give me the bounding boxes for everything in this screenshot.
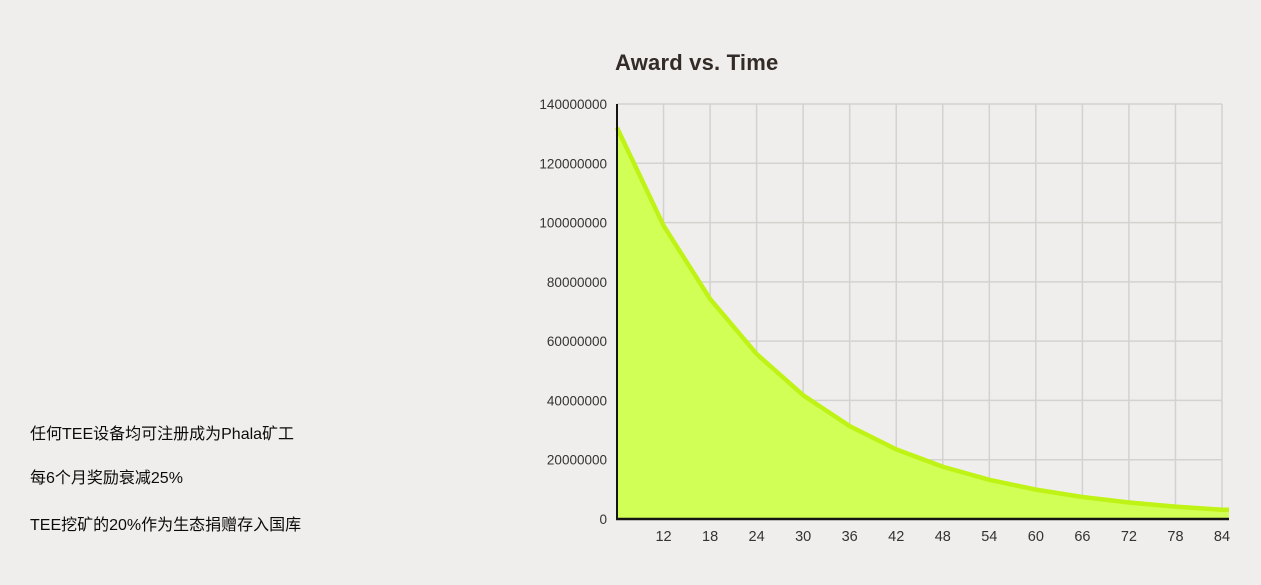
- x-tick-label: 18: [702, 529, 718, 545]
- note-miner-registration: 任何TEE设备均可注册成为Phala矿工: [30, 426, 295, 443]
- x-tick-label: 36: [842, 529, 858, 545]
- note-treasury-donation: TEE挖矿的20%作为生态捐赠存入国库: [30, 517, 302, 534]
- x-tick-label: 84: [1214, 529, 1230, 545]
- x-tick-label: 24: [749, 529, 765, 545]
- x-tick-label: 12: [655, 529, 671, 545]
- y-tick-label: 0: [599, 512, 607, 527]
- award-series-line: [614, 126, 1229, 512]
- x-tick-label: 60: [1028, 529, 1044, 545]
- y-tick-label: 60000000: [547, 334, 607, 349]
- y-tick-label: 40000000: [547, 393, 607, 408]
- y-tick-label: 100000000: [539, 216, 607, 231]
- y-tick-label: 80000000: [547, 275, 607, 290]
- y-tick-label: 120000000: [539, 156, 607, 171]
- y-tick-label: 20000000: [547, 453, 607, 468]
- x-tick-label: 30: [795, 529, 811, 545]
- note-reward-decay: 每6个月奖励衰减25%: [30, 470, 183, 487]
- chart-title: Award vs. Time: [615, 50, 779, 75]
- x-tick-label: 42: [888, 529, 904, 545]
- x-tick-label: 48: [935, 529, 951, 545]
- x-tick-label: 78: [1167, 529, 1183, 545]
- award-area-fill: [617, 127, 1229, 519]
- x-tick-label: 66: [1074, 529, 1090, 545]
- x-tick-label: 54: [981, 529, 997, 545]
- y-tick-label: 140000000: [539, 97, 607, 112]
- x-tick-label: 72: [1121, 529, 1137, 545]
